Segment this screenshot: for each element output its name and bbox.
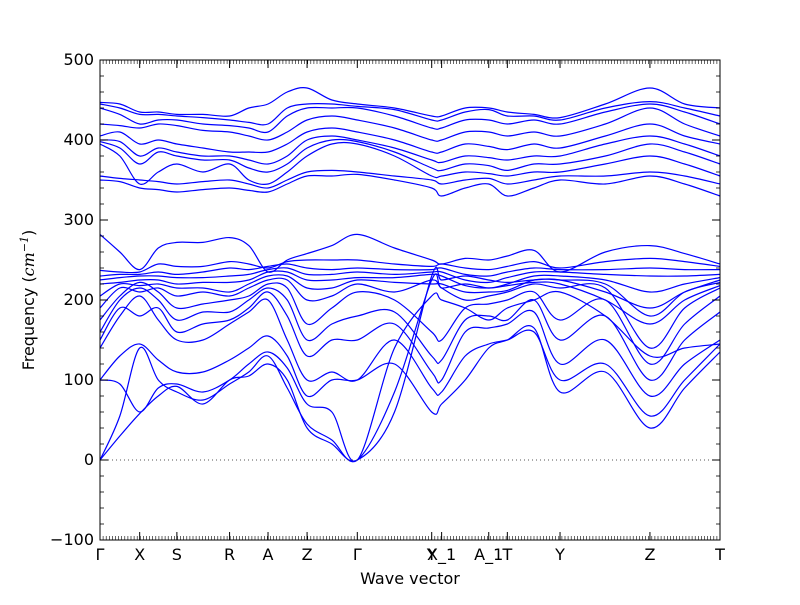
band-line-13 xyxy=(99,263,721,277)
y-tick-label-4: 200 xyxy=(63,290,94,309)
kpoint-label-8: Y xyxy=(426,545,437,564)
band-line-6 xyxy=(99,291,721,397)
band-line-21 xyxy=(99,123,721,154)
band-line-16 xyxy=(99,173,721,197)
band-line-11 xyxy=(99,270,721,293)
kpoint-label-5: A xyxy=(263,545,274,564)
plot-frame xyxy=(99,59,721,541)
band-line-17 xyxy=(99,169,721,189)
kpoint-label-12: Y xyxy=(554,545,565,564)
y-axis-label: Frequency (cm−1) xyxy=(18,230,39,371)
band-line-24 xyxy=(99,100,721,126)
y-tick-label-2: 0 xyxy=(84,450,94,469)
y-tick-label-6: 400 xyxy=(63,130,94,149)
kpoint-label-9: X_1 xyxy=(427,545,456,565)
kpoint-label-7: Γ xyxy=(353,545,362,564)
kpoint-label-2: X xyxy=(134,545,145,564)
y-tick-label-5: 300 xyxy=(63,210,94,229)
band-line-5 xyxy=(99,295,721,417)
band-line-20 xyxy=(99,135,721,165)
band-line-15 xyxy=(99,233,721,273)
band-line-22 xyxy=(99,107,721,142)
kpoint-label-3: S xyxy=(172,545,182,564)
kpoint-label-13: Z xyxy=(644,545,655,564)
kpoint-label-1: Γ xyxy=(96,545,105,564)
y-tick-label-7: 500 xyxy=(63,50,94,69)
kpoint-label-11: T xyxy=(501,545,512,564)
x-axis-label: Wave vector xyxy=(360,569,460,588)
y-axis-label-unit: cm xyxy=(19,252,38,276)
band-line-2 xyxy=(99,273,721,463)
y-axis-label-prefix: Frequency ( xyxy=(19,276,38,370)
kpoint-label-6: Z xyxy=(302,545,313,564)
bands-layer xyxy=(99,87,721,463)
band-line-25 xyxy=(99,87,721,119)
band-line-19 xyxy=(99,138,721,173)
band-line-4 xyxy=(99,325,721,429)
band-line-10 xyxy=(99,274,721,317)
band-line-3 xyxy=(99,290,721,463)
band-line-9 xyxy=(99,277,721,349)
band-line-1 xyxy=(99,266,721,462)
band-line-8 xyxy=(99,281,721,365)
y-tick-label-1: −100 xyxy=(50,530,94,549)
band-line-14 xyxy=(99,257,721,274)
band-line-23 xyxy=(99,103,721,134)
band-line-18 xyxy=(99,141,721,186)
y-axis-label-unit-exp: −1 xyxy=(18,236,31,252)
band-line-7 xyxy=(99,287,721,381)
kpoint-label-10: A_1 xyxy=(474,545,503,565)
y-tick-label-3: 100 xyxy=(63,370,94,389)
kpoint-label-14: T xyxy=(714,545,725,564)
kpoint-label-4: R xyxy=(224,545,235,564)
y-axis-label-suffix: ) xyxy=(19,230,38,236)
